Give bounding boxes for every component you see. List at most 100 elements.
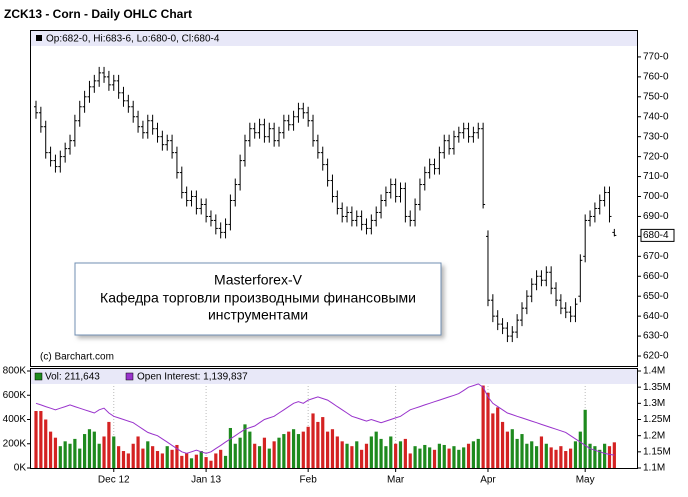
volume-bar xyxy=(345,443,349,468)
y-tick-label: 650-0 xyxy=(643,291,669,302)
volume-bar xyxy=(428,447,432,468)
volume-bar xyxy=(374,431,378,468)
volume-bar xyxy=(170,449,174,468)
volume-bar xyxy=(194,454,198,468)
volume-bar xyxy=(544,443,548,468)
volume-bar xyxy=(612,442,616,468)
legend-swatch xyxy=(34,372,43,381)
volume-bar xyxy=(306,426,310,468)
volume-bar xyxy=(534,446,539,468)
y2-tick-label: 1.25M xyxy=(643,414,671,425)
header-bar xyxy=(31,31,637,46)
volume-bar xyxy=(117,446,121,468)
volume-bar xyxy=(219,449,223,468)
volume-bar xyxy=(530,441,534,468)
volume-bar xyxy=(301,431,305,468)
volume-bar xyxy=(107,421,111,468)
volume-bar xyxy=(510,429,514,468)
volume-bar xyxy=(53,437,58,468)
volume-bar xyxy=(141,448,145,468)
y-tick-label: 720-0 xyxy=(643,151,669,162)
volume-bar xyxy=(452,446,456,468)
volume-bar xyxy=(500,421,505,468)
y-tick-label: 200K xyxy=(3,438,27,449)
x-tick-label: May xyxy=(576,475,595,486)
legend-label: Open Interest: 1,139,837 xyxy=(137,372,248,383)
x-tick-label: Mar xyxy=(387,475,405,486)
volume-bar xyxy=(214,453,218,468)
y-tick-label: 700-0 xyxy=(643,191,669,202)
volume-bar xyxy=(505,431,510,468)
volume-bar xyxy=(598,449,602,468)
volume-bar xyxy=(369,436,373,468)
volume-bar xyxy=(462,447,466,468)
volume-bar xyxy=(481,385,485,468)
volume-bar xyxy=(573,441,578,468)
volume-bar xyxy=(151,446,155,468)
y2-tick-label: 1.35M xyxy=(643,382,671,393)
x-tick-label: Jan 13 xyxy=(191,475,221,486)
y-tick-label: 710-0 xyxy=(643,171,669,182)
volume-bar xyxy=(277,437,281,468)
volume-bar xyxy=(262,437,267,468)
volume-bar xyxy=(209,460,213,468)
volume-bar xyxy=(146,441,150,468)
open-interest-line xyxy=(35,383,615,456)
volume-bar xyxy=(559,446,563,468)
volume-bar xyxy=(92,431,96,468)
volume-bar xyxy=(350,446,354,468)
volume-bar xyxy=(355,441,359,468)
y2-tick-label: 1.3M xyxy=(643,398,665,409)
volume-bar xyxy=(457,449,461,468)
volume-bar xyxy=(287,431,291,468)
volume-bar xyxy=(189,458,194,468)
volume-bar xyxy=(238,437,242,468)
volume-bar xyxy=(603,443,607,468)
volume-bar xyxy=(48,431,53,468)
volume-bar xyxy=(569,448,573,468)
volume-bar xyxy=(233,443,237,468)
legend-swatch xyxy=(125,372,134,381)
annotation-box xyxy=(74,262,442,336)
volume-bar xyxy=(394,443,398,468)
volume-bar xyxy=(121,451,126,468)
annotation: инструментами xyxy=(208,307,308,323)
volume-bar xyxy=(136,436,140,468)
volume-bar xyxy=(496,407,500,468)
volume-bar xyxy=(112,436,116,468)
volume-bar xyxy=(39,411,43,468)
y-tick-label: 800K xyxy=(3,366,27,377)
volume-bar xyxy=(257,446,262,468)
volume-bar xyxy=(248,431,252,468)
volume-bar xyxy=(437,443,441,468)
chart-title: ZCK13 - Corn - Daily OHLC Chart xyxy=(4,7,192,21)
volume-bar xyxy=(131,443,135,468)
volume-bar xyxy=(418,448,422,468)
last-price-box xyxy=(640,228,675,242)
volume-bar xyxy=(476,438,480,468)
volume-bar xyxy=(515,438,519,468)
volume-bar xyxy=(155,451,160,468)
volume-bar xyxy=(607,446,612,468)
y2-tick-label: 1.2M xyxy=(643,430,665,441)
volume-bar xyxy=(593,446,597,468)
volume-bar xyxy=(384,446,388,468)
volume-bar xyxy=(291,429,296,468)
volume-bar xyxy=(311,413,315,468)
y-tick-label: 0K xyxy=(14,463,27,474)
volume-bar xyxy=(175,444,179,468)
volume-bar xyxy=(554,449,558,468)
volume-bar xyxy=(398,441,403,468)
y2-tick-label: 1.15M xyxy=(643,446,671,457)
volume-bar xyxy=(316,421,320,468)
credit: (c) Barchart.com xyxy=(40,352,114,363)
volume-bar xyxy=(63,441,67,468)
volume-bar xyxy=(68,443,72,468)
volume-header-bar xyxy=(31,369,637,384)
volume-bar xyxy=(199,451,203,468)
y-tick-label: 750-0 xyxy=(643,91,669,102)
volume-bar xyxy=(326,431,330,468)
x-tick-label: Apr xyxy=(480,475,496,486)
header-marker xyxy=(36,35,42,41)
